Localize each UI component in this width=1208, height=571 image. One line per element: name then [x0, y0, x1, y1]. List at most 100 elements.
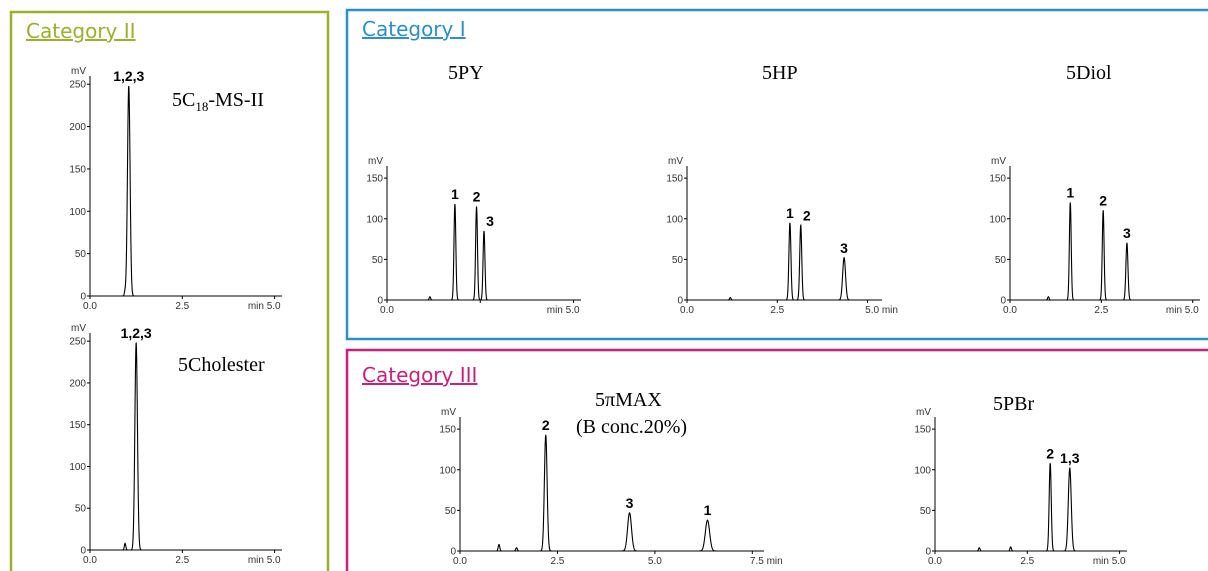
y-tick-label: 0 — [80, 546, 86, 557]
chromatogram-5cholester: 0 50 100 150 200 250 mV 0.0 2.5 min 5.0 1,2,3 — [69, 323, 282, 566]
peak-label: 2 — [1046, 445, 1054, 461]
panel-title-5c18-tail: -MS-II — [208, 89, 264, 111]
y-tick-label: 0 — [677, 296, 683, 307]
y-axis-unit: mV — [71, 323, 86, 334]
x-tick-label: 5.0 — [648, 556, 662, 567]
peak-label: 1 — [704, 502, 712, 518]
panel-title-5cholester: 5Cholester — [178, 354, 265, 376]
x-tick-label: 7.5 min — [750, 556, 783, 567]
y-tick-label: 50 — [445, 506, 457, 517]
y-tick-label: 100 — [366, 214, 383, 225]
x-tick-label: 0.0 — [680, 305, 694, 316]
chromatogram-5py: 0 50 100 150 mV 0.0 min 5.0 1 23 — [366, 156, 581, 316]
y-tick-label: 50 — [372, 255, 384, 266]
panel-title-5pimax: 5πMAX — [595, 389, 662, 411]
y-tick-label: 50 — [995, 255, 1007, 266]
peak-label: 1 — [451, 186, 459, 202]
x-tick-label: 5.0 min — [865, 305, 898, 316]
y-tick-label: 250 — [69, 337, 86, 348]
signal-trace — [460, 434, 764, 552]
panel-title-5hp: 5HP — [762, 62, 798, 84]
signal-trace — [1010, 202, 1200, 301]
panel-subtitle-5pimax: (B conc.20%) — [576, 416, 687, 438]
y-tick-label: 250 — [69, 80, 86, 91]
y-tick-label: 50 — [672, 255, 684, 266]
peak-label: 2 — [473, 189, 481, 205]
x-tick-label: 2.5 — [1020, 556, 1034, 567]
y-tick-label: 100 — [69, 462, 86, 473]
x-tick-label: 2.5 — [175, 301, 189, 312]
panel-title-5c18-main: 5C — [172, 89, 195, 111]
signal-trace — [935, 463, 1127, 552]
x-tick-label: 2.5 — [175, 555, 189, 566]
category-i-frame — [345, 8, 1208, 341]
x-tick-label: 0.0 — [380, 305, 394, 316]
y-tick-label: 100 — [666, 214, 683, 225]
x-tick-label: 0.0 — [928, 556, 942, 567]
y-tick-label: 0 — [377, 296, 383, 307]
panel-title-5diol: 5Diol — [1066, 62, 1112, 84]
signal-trace — [687, 222, 882, 301]
y-tick-label: 0 — [450, 547, 456, 558]
y-tick-label: 50 — [75, 504, 87, 515]
panel-title-5c18: 5C18-MS-II — [172, 89, 264, 114]
y-tick-label: 0 — [80, 292, 86, 303]
y-tick-label: 200 — [69, 122, 86, 133]
chromatogram-5pimax: 0 50 100 150 mV 0.0 2.5 5.0 7.5 min 2 3 1 — [439, 407, 782, 567]
peak-label: 3 — [840, 240, 848, 256]
y-axis-unit: mV — [368, 156, 383, 167]
y-tick-label: 150 — [69, 420, 86, 431]
y-tick-label: 150 — [914, 425, 931, 436]
x-tick-label: min 5.0 — [1166, 305, 1199, 316]
chromatogram-5hp: 0 50 100 150 mV 0.0 2.5 5.0 min 1 2 3 — [666, 156, 898, 316]
y-tick-label: 150 — [69, 164, 86, 175]
x-tick-label: 0.0 — [83, 555, 97, 566]
peak-label: 1,3 — [1060, 450, 1080, 466]
y-axis-unit: mV — [916, 407, 931, 418]
x-tick-label: 2.5 — [550, 556, 564, 567]
x-tick-label: 0.0 — [453, 556, 467, 567]
x-tick-label: min 5.0 — [547, 305, 580, 316]
x-tick-label: 0.0 — [1003, 305, 1017, 316]
signal-trace — [90, 342, 282, 551]
category-iii-title: Category III — [362, 363, 477, 387]
y-axis-unit: mV — [441, 407, 456, 418]
x-tick-label: 2.5 — [770, 305, 784, 316]
x-tick-label: min 5.0 — [248, 301, 281, 312]
y-tick-label: 100 — [989, 214, 1006, 225]
x-tick-label: min 5.0 — [1093, 556, 1126, 567]
y-tick-label: 100 — [69, 207, 86, 218]
peak-label: 3 — [626, 495, 634, 511]
x-tick-label: min 5.0 — [248, 555, 281, 566]
x-tick-label: 2.5 — [1094, 305, 1108, 316]
y-tick-label: 100 — [439, 465, 456, 476]
y-tick-label: 150 — [989, 174, 1006, 185]
y-axis-unit: mV — [71, 66, 86, 77]
y-tick-label: 50 — [920, 506, 932, 517]
peak-label: 2 — [542, 417, 550, 433]
peak-label: 2 — [803, 207, 811, 223]
peak-label: 1,2,3 — [121, 325, 152, 341]
chromatogram-5pbr: 0 50 100 150 mV 0.0 2.5 min 5.0 2 1,3 — [914, 407, 1127, 567]
peak-label: 1 — [1066, 185, 1074, 201]
chromatogram-5diol: 0 50 100 150 mV 0.0 2.5 min 5.0 1 23 — [989, 156, 1200, 316]
peak-label: 1,2,3 — [113, 68, 144, 84]
peak-label: 3 — [486, 213, 494, 229]
peak-label: 2 — [1099, 193, 1107, 209]
category-ii-title: Category II — [26, 19, 136, 43]
x-tick-label: 0.0 — [83, 301, 97, 312]
y-tick-label: 150 — [439, 425, 456, 436]
y-axis-unit: mV — [991, 156, 1006, 167]
y-tick-label: 200 — [69, 378, 86, 389]
y-tick-label: 150 — [666, 174, 683, 185]
peak-label: 1 — [786, 205, 794, 221]
y-tick-label: 100 — [914, 465, 931, 476]
panel-title-5pbr: 5PBr — [993, 393, 1034, 415]
category-iii-frame — [345, 348, 1208, 571]
panel-title-5c18-sub: 18 — [195, 99, 208, 114]
y-tick-label: 150 — [366, 174, 383, 185]
category-i-title: Category I — [362, 17, 466, 41]
panel-title-5py: 5PY — [448, 62, 484, 84]
y-tick-label: 0 — [925, 547, 931, 558]
